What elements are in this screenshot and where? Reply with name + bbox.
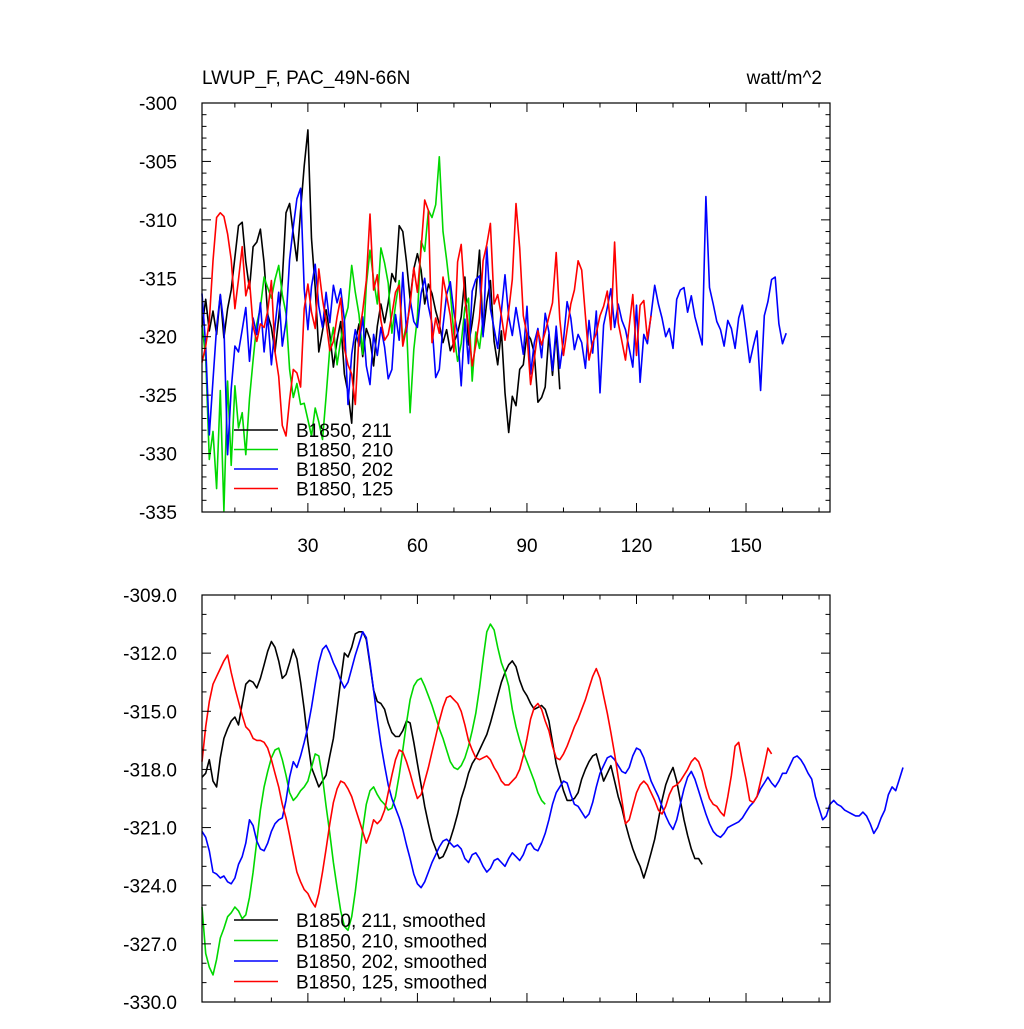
y-tick-label: -315.0 <box>123 702 177 723</box>
plot-frame <box>201 102 831 513</box>
y-tick-label: -309.0 <box>123 586 177 607</box>
series-line-3 <box>201 187 787 456</box>
y-tick-label: -300 <box>139 94 177 115</box>
series-group <box>201 129 787 512</box>
x-tick-label: 30 <box>297 536 318 557</box>
y-tick-label: -310 <box>139 211 177 232</box>
x-tick-label: 60 <box>407 536 428 557</box>
y-tick-label: -327.0 <box>123 935 177 956</box>
y-tick-label: -315 <box>139 269 177 290</box>
series-line-1 <box>201 630 703 879</box>
series-line-1 <box>201 129 561 434</box>
x-axis-ticks: 30 60 90 120 150 <box>234 103 820 557</box>
plot-frame <box>201 594 831 1003</box>
y-tick-label: -335 <box>139 503 177 524</box>
top-panel: LWUP_F, PAC_49N-66N watt/m^2 30 60 90 120 15… <box>139 68 831 557</box>
legend-label: B1850, 125, smoothed <box>296 973 487 994</box>
x-tick-label: 120 <box>621 536 653 557</box>
y-tick-label: -320 <box>139 328 177 349</box>
series-group <box>201 623 904 976</box>
y-axis-ticks: -300 -305 -310 -315 -320 -325 -330 -335 <box>139 94 830 524</box>
series-line-4 <box>201 199 652 437</box>
y-tick-label: -312.0 <box>123 644 177 665</box>
legend-label: B1850, 210 <box>296 441 393 462</box>
bottom-panel: -309.0 -312.0 -315.0 -318.0 -321.0 -324.0 -327… <box>123 586 904 1014</box>
series-line-4 <box>201 654 773 908</box>
series-line-3 <box>201 630 904 889</box>
chart-title: LWUP_F, PAC_49N-66N <box>202 68 410 89</box>
x-tick-label: 150 <box>730 536 762 557</box>
y-tick-label: -330 <box>139 445 177 466</box>
legend-label: B1850, 210, smoothed <box>296 932 487 953</box>
legend-label: B1850, 211 <box>296 421 392 442</box>
legend-label: B1850, 202 <box>296 460 393 481</box>
y-tick-label: -321.0 <box>123 819 177 840</box>
y-tick-label: -318.0 <box>123 760 177 781</box>
x-axis-ticks <box>234 595 820 1002</box>
legend-label: B1850, 125 <box>296 480 393 501</box>
legend-label: B1850, 202, smoothed <box>296 952 487 973</box>
y-tick-label: -325 <box>139 386 177 407</box>
legend-label: B1850, 211, smoothed <box>296 911 486 932</box>
units-label: watt/m^2 <box>746 68 822 89</box>
y-axis-ticks: -309.0 -312.0 -315.0 -318.0 -321.0 -324.0 -327… <box>123 586 830 1014</box>
series-line-2 <box>201 623 546 976</box>
y-tick-label: -324.0 <box>123 877 177 898</box>
y-tick-label: -305 <box>139 152 177 173</box>
y-tick-label: -330.0 <box>123 993 177 1014</box>
x-tick-label: 90 <box>516 536 537 557</box>
